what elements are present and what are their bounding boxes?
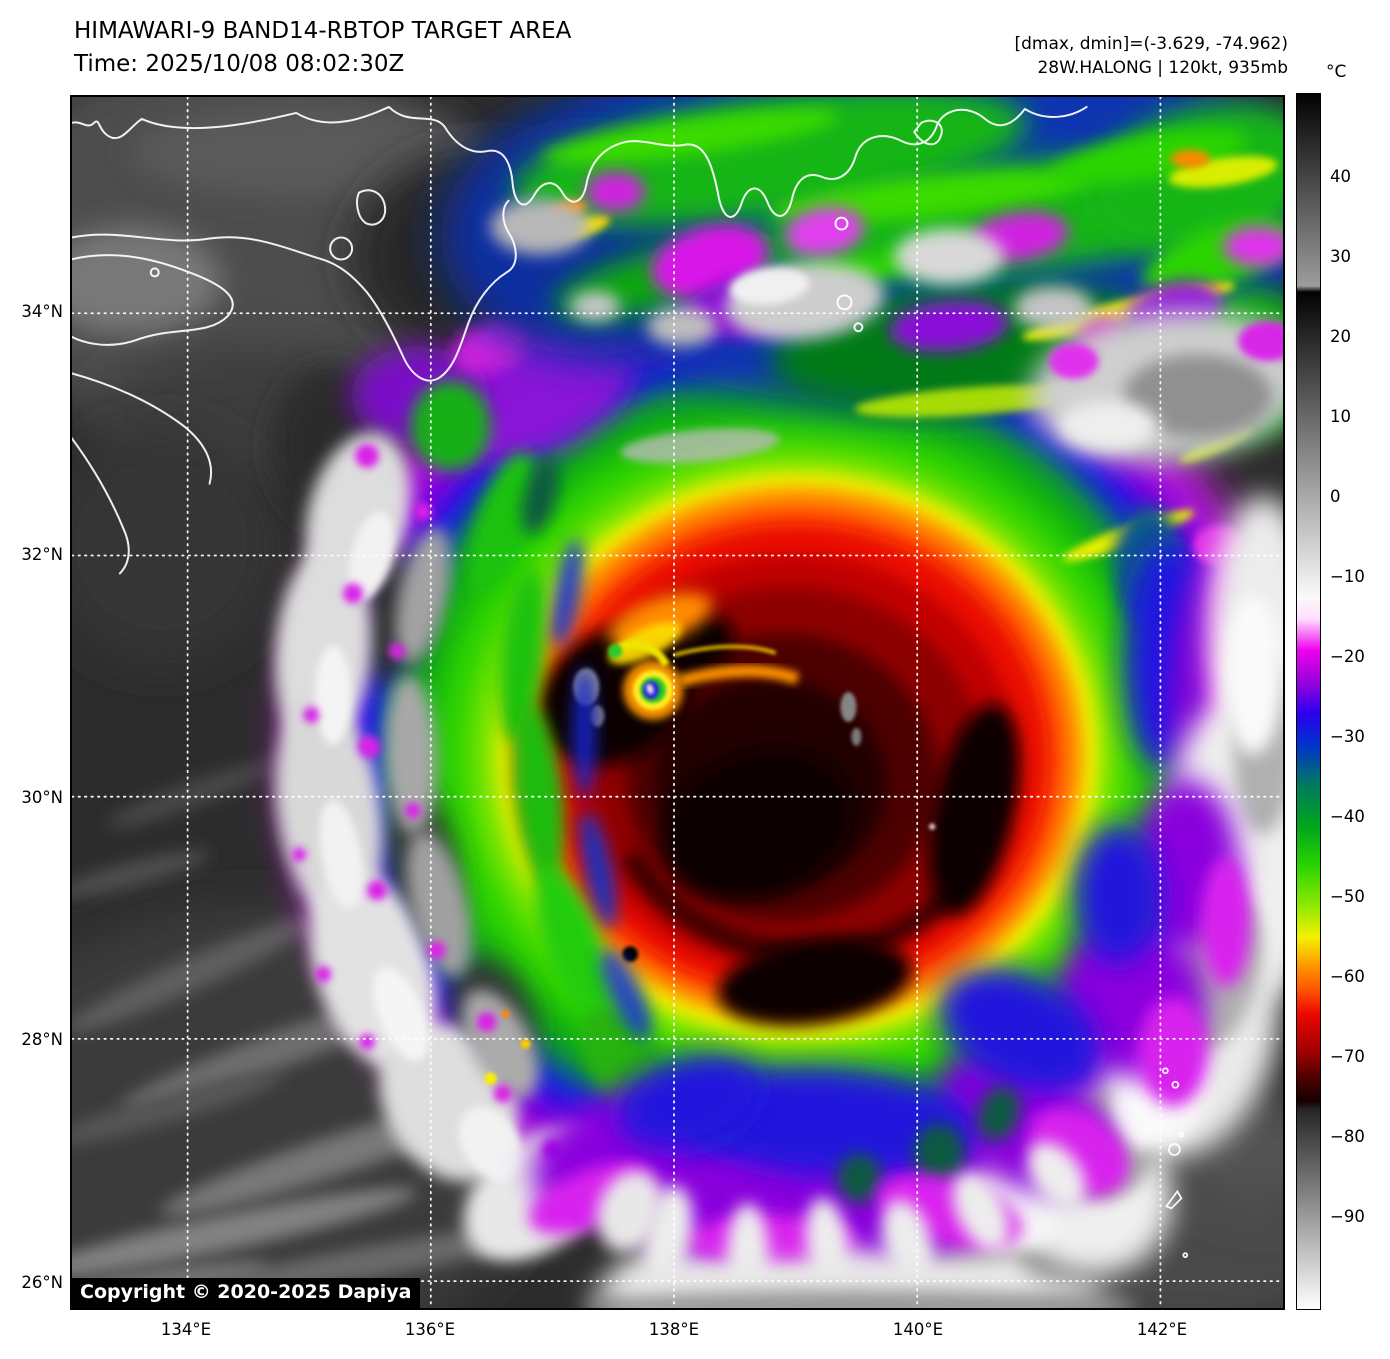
small-island (149, 267, 160, 278)
colorbar-tick-label: 40 (1330, 167, 1351, 186)
copyright-badge: Copyright © 2020-2025 Dapiya (71, 1278, 421, 1308)
kyushu-coastline (72, 372, 212, 485)
y-axis-tick-label: 26°N (21, 1273, 63, 1292)
figure-annotation: [dmax, dmin]=(-3.629, -74.962) 28W.HALON… (1015, 32, 1289, 80)
colorbar-tick-labels: 40 30 20 10 0 −10 −20 −30 −40 −50 −60 −70 −80 −90 (1330, 93, 1386, 1310)
colorbar-unit-label: °C (1326, 62, 1347, 82)
satellite-map (70, 95, 1285, 1310)
colorbar-tick-label: −60 (1330, 967, 1365, 986)
satellite-image (72, 97, 1283, 1308)
colorbar-gradient (1296, 93, 1321, 1310)
x-axis-tick-label: 136°E (404, 1320, 456, 1339)
typhoon-core-black (538, 592, 1019, 1026)
colorbar-tick-label: −70 (1330, 1047, 1365, 1066)
colorbar-tick-label: 30 (1330, 247, 1351, 266)
colorbar-tick-label: −30 (1330, 727, 1365, 746)
honshu-coastline (72, 105, 1088, 218)
typhoon-eye (608, 640, 800, 720)
south-band (529, 779, 1252, 1308)
izu-island-2 (853, 322, 864, 333)
izu-oshima-island (836, 294, 853, 311)
osaka-bay-loop (356, 189, 387, 226)
storm-info-line: 28W.HALONG | 120kt, 935mb (1037, 58, 1288, 78)
colorbar-tick-label: −10 (1330, 567, 1365, 586)
colorbar-tick-label: −50 (1330, 887, 1365, 906)
izu-lake-loop (834, 216, 849, 231)
x-axis-tick-label: 142°E (1136, 1320, 1188, 1339)
colorbar-tick-label: 0 (1330, 487, 1341, 506)
x-axis-tick-label: 140°E (892, 1320, 944, 1339)
y-axis-tick-label: 34°N (21, 302, 63, 321)
coastlines (72, 105, 1088, 575)
colorbar-tick-label: −40 (1330, 807, 1365, 826)
dmax-dmin-line: [dmax, dmin]=(-3.629, -74.962) (1014, 34, 1289, 54)
colorbar-tick-label: −80 (1330, 1127, 1365, 1146)
colorbar-tick-label: −90 (1330, 1207, 1365, 1226)
y-axis-tick-label: 30°N (21, 787, 63, 807)
awaji-island (329, 236, 354, 261)
y-axis-tick-label: 32°N (21, 544, 63, 564)
islands (1161, 1067, 1189, 1259)
colorbar-tick-label: −20 (1330, 647, 1365, 666)
figure-title: HIMAWARI-9 BAND14-RBTOP TARGET AREA (74, 18, 572, 44)
shikoku-coastline (72, 254, 234, 346)
north-outflow (440, 97, 1283, 562)
x-axis-tick-label: 134°E (160, 1320, 212, 1339)
figure-time: Time: 2025/10/08 08:02:30Z (74, 51, 405, 77)
colorbar-tick-label: 20 (1330, 327, 1351, 346)
x-axis-tick-label: 138°E (648, 1320, 700, 1339)
seto-kii-coastline (72, 199, 517, 382)
y-axis-tick-label: 28°N (21, 1030, 63, 1050)
kyushu-east-coastline (72, 436, 130, 575)
colorbar-tick-label: 10 (1330, 407, 1351, 426)
tokyo-bay-coastline (913, 119, 943, 146)
